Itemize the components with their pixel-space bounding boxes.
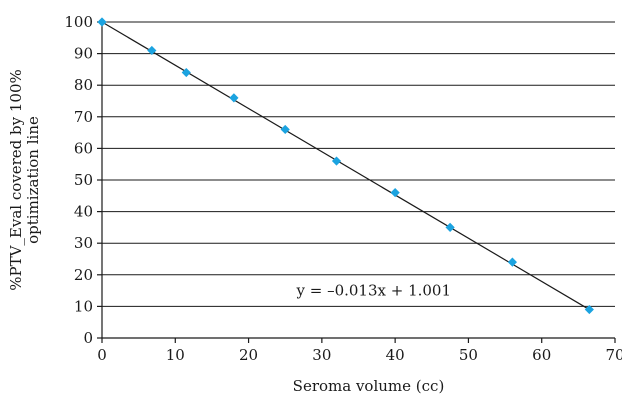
y-tick-label-40: 40 bbox=[74, 203, 93, 221]
data-point bbox=[280, 124, 290, 135]
regression-equation: y = –0.013x + 1.001 bbox=[295, 282, 451, 300]
y-axis-title: %PTV_Eval covered by 100% optimization l… bbox=[7, 69, 42, 291]
data-point bbox=[147, 45, 157, 56]
y-tick-label-50: 50 bbox=[74, 171, 93, 189]
data-point bbox=[331, 156, 342, 166]
x-tick-label-20: 20 bbox=[239, 346, 258, 364]
tick-labels: 0 10 20 30 40 50 60 70 80 90 100 0 10 20 30 40 50 60 70 bbox=[64, 13, 622, 364]
y-tick-label-70: 70 bbox=[74, 108, 93, 126]
x-tick-label-10: 10 bbox=[166, 346, 185, 364]
data-point bbox=[181, 67, 191, 78]
trend-line bbox=[101, 21, 590, 311]
x-tick-label-40: 40 bbox=[386, 346, 405, 364]
y-tick-label-0: 0 bbox=[83, 329, 93, 347]
y-tick-label-60: 60 bbox=[74, 139, 93, 157]
y-tick-label-90: 90 bbox=[74, 45, 93, 63]
y-axis-title-line-1: %PTV_Eval covered by 100% bbox=[7, 69, 25, 291]
data-point bbox=[507, 257, 517, 267]
data-points bbox=[97, 17, 594, 315]
gridlines bbox=[102, 21, 615, 307]
x-tick-label-30: 30 bbox=[312, 346, 331, 364]
x-tick-label-0: 0 bbox=[97, 346, 107, 364]
data-point bbox=[390, 188, 400, 198]
y-axis-title-line-2: optimization line bbox=[24, 116, 42, 244]
y-tick-label-10: 10 bbox=[74, 297, 93, 315]
x-tick-label-60: 60 bbox=[532, 346, 551, 364]
x-tick-label-50: 50 bbox=[459, 346, 478, 364]
data-point bbox=[445, 222, 455, 232]
data-point bbox=[229, 93, 239, 103]
y-tick-label-20: 20 bbox=[74, 266, 93, 284]
y-tick-label-100: 100 bbox=[64, 13, 93, 31]
y-tick-label-80: 80 bbox=[74, 76, 93, 94]
data-point bbox=[97, 17, 107, 27]
x-axis-title: Seroma volume (cc) bbox=[293, 377, 445, 395]
axes bbox=[97, 21, 616, 343]
data-point bbox=[584, 304, 594, 315]
x-tick-label-70: 70 bbox=[605, 346, 622, 364]
y-tick-label-30: 30 bbox=[74, 234, 93, 252]
